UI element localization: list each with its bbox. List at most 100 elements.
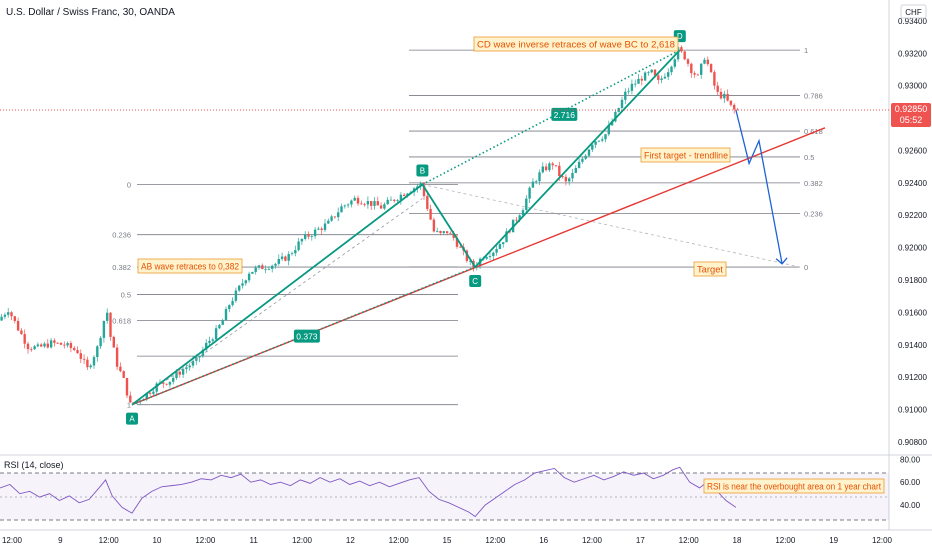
candle-body [304, 234, 307, 239]
candle-body [432, 219, 436, 232]
candle-body [604, 134, 607, 140]
time-axis-label: 10 [153, 536, 162, 545]
candle-body [106, 312, 109, 321]
candle-body [561, 176, 564, 177]
candle-body [571, 172, 574, 179]
candle-body [178, 371, 181, 375]
candle-body [244, 280, 247, 284]
candle-body [267, 268, 271, 270]
candle-body [313, 229, 317, 237]
rsi-title[interactable]: RSI (14, close) [4, 460, 64, 470]
candle-body [333, 216, 337, 218]
candle-body [231, 300, 234, 306]
candle-body [719, 91, 723, 99]
candle-body [584, 155, 587, 159]
candle-body [627, 90, 630, 92]
candle-body [7, 312, 10, 315]
candle-body [535, 181, 538, 183]
currency-badge-box[interactable] [900, 4, 927, 19]
ratio-label: 0.373 [296, 332, 318, 342]
candle-body [89, 365, 92, 368]
candle-body [436, 231, 439, 232]
point-label-b: B [420, 166, 425, 175]
candle-body [531, 181, 535, 188]
candle-body [350, 200, 353, 205]
price-axis-label: 0.90800 [898, 438, 927, 447]
candle-body [297, 241, 300, 251]
candle-body [554, 165, 558, 167]
ratio-badge [293, 329, 320, 343]
candle-body [591, 144, 594, 150]
candle-body [26, 343, 30, 350]
symbol-title[interactable]: U.S. Dollar / Swiss Franc, 30, OANDA [6, 7, 175, 18]
candle-body [452, 233, 455, 238]
rsi-axis-label: 80.00 [900, 455, 921, 464]
candle-body [653, 69, 657, 76]
fib-ab-level-label: 0 [127, 180, 131, 189]
price-axis-label: 0.91600 [898, 308, 927, 317]
rsi-note-box[interactable] [703, 478, 885, 494]
fib-ab-level-label: 1 [127, 401, 131, 410]
candle-body [145, 392, 148, 400]
candle-body [733, 104, 736, 110]
candle-body [700, 63, 703, 75]
candle-body [36, 344, 40, 347]
candle-body [465, 250, 469, 261]
fib-ab-level-label: 0.236 [112, 231, 131, 240]
candle-body [515, 219, 518, 221]
fib-cd-level-label: 0.786 [804, 91, 823, 100]
candle-body [403, 194, 406, 196]
candle-body [577, 161, 581, 169]
candle-body [455, 237, 459, 247]
time-axis-label: 12:00 [485, 536, 506, 545]
candle-body [224, 309, 228, 321]
candle-body [686, 59, 690, 64]
candle-body [79, 353, 82, 359]
ab-note-box[interactable] [137, 258, 243, 274]
candle-body [620, 99, 624, 108]
candle-body [495, 248, 498, 253]
candle-body [264, 268, 267, 270]
candle-body [399, 194, 403, 201]
candle-body [23, 334, 26, 344]
candle-body [16, 320, 20, 331]
cd-note-box[interactable] [473, 36, 679, 52]
candle-body [587, 149, 591, 156]
price-axis-label: 0.93200 [898, 49, 927, 58]
candle-body [683, 51, 686, 60]
candle-body [261, 265, 264, 270]
point-badge-b [416, 164, 429, 177]
candle-body [20, 330, 23, 335]
fib-cd-level-label: 0.236 [804, 210, 823, 219]
candle-body [607, 125, 610, 135]
rsi-axis-label: 60.00 [900, 478, 921, 487]
price-pane-background [0, 0, 889, 453]
price-axis-label: 0.91400 [898, 341, 927, 350]
candle-body [92, 357, 96, 366]
projection-path [735, 109, 783, 264]
target-note-box[interactable] [693, 261, 727, 277]
fib-ab-level-label: 0.618 [112, 316, 131, 325]
candle-body [505, 231, 508, 243]
candle-body [657, 75, 660, 80]
candle-body [544, 166, 548, 171]
first-target-note-box[interactable] [640, 147, 731, 163]
price-axis-label: 0.92400 [898, 179, 927, 188]
candle-body [175, 371, 178, 378]
candle-body [254, 267, 257, 272]
candle-body [426, 196, 429, 209]
candle-body [525, 198, 528, 211]
currency-badge[interactable]: CHF [905, 8, 922, 17]
candle-body [551, 163, 554, 166]
candle-body [429, 208, 432, 220]
time-axis-label: 12 [346, 536, 355, 545]
candle-body [713, 72, 716, 86]
candle-body [439, 231, 442, 234]
fib-ab-level-label: 0.5 [121, 291, 131, 300]
candle-body [218, 324, 221, 329]
candle-body [13, 316, 16, 321]
candle-body [129, 395, 132, 403]
time-axis-label: 12:00 [99, 536, 120, 545]
time-axis-label: 12:00 [292, 536, 313, 545]
